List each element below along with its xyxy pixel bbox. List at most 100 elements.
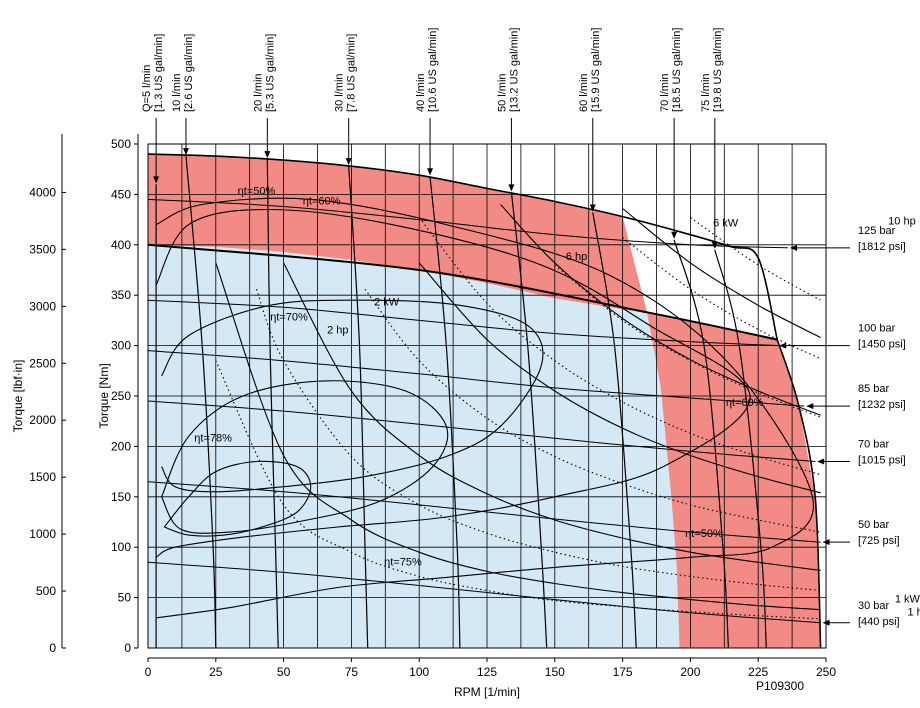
x-tick-label: 75	[345, 665, 359, 679]
x-tick-label: 50	[277, 665, 291, 679]
pressure-arrow-head	[790, 244, 798, 251]
pressure-label: 30 bar	[858, 600, 890, 612]
flow-label: Q=5 l/min	[141, 65, 153, 112]
x-axis-title: RPM [1/min]	[454, 685, 520, 699]
y-tick-label: 150	[111, 490, 131, 504]
pressure-arrow-head	[779, 342, 787, 349]
flow-line	[592, 212, 637, 649]
axes: 0 25 50 75 100 125 150 175 200 225 250050100150200…	[11, 134, 836, 699]
extension-region	[622, 216, 778, 340]
curve-label: ηt=50%	[685, 528, 723, 540]
flow-arrow-head	[264, 151, 271, 159]
flow-line	[714, 249, 767, 649]
y2-tick-label: 0	[49, 641, 56, 655]
flow-label: 70 l/min	[659, 73, 671, 112]
pressure-label-psi: [725 psi]	[858, 535, 900, 547]
curve-label: ηt=78%	[194, 432, 232, 444]
plot-frame	[147, 143, 827, 649]
pressure-label: 85 bar	[858, 383, 890, 395]
flow-label-us: [5.3 US gal/min]	[264, 34, 276, 112]
pressure-line	[147, 561, 821, 624]
power-curve	[215, 360, 821, 620]
x-tick-label: 200	[680, 665, 700, 679]
pressure-label-psi: [1450 psi]	[858, 339, 906, 351]
y2-tick-label: 2000	[29, 413, 56, 427]
power-curve	[418, 262, 821, 494]
flow-arrow-head	[589, 204, 596, 212]
flow-label: 40 l/min	[415, 73, 427, 112]
intermittent-boundary-top	[147, 153, 778, 340]
curve-label: 2 kW	[374, 296, 400, 308]
flow-label-us: [2.6 US gal/min]	[183, 34, 195, 112]
y-tick-label: 300	[111, 339, 131, 353]
y2-tick-label: 4000	[29, 185, 56, 199]
pressure-line	[147, 350, 805, 407]
y-tick-label: 200	[111, 439, 131, 453]
y2-axis-title: Torque [lbf·in]	[11, 360, 25, 433]
x-tick-label: 150	[545, 665, 565, 679]
power-curve	[215, 262, 821, 611]
flow-label-us: [15.9 US gal/min]	[590, 28, 602, 112]
curve-label: 1 hp	[907, 607, 920, 619]
power-curve	[554, 264, 821, 418]
flow-label: 60 l/min	[578, 73, 590, 112]
flow-line	[348, 166, 369, 649]
pressure-line	[147, 299, 778, 347]
pressure-line	[147, 481, 821, 543]
y-axis-title: Torque [Nm]	[97, 363, 111, 428]
power-curve	[364, 288, 821, 533]
flow-label: 10 l/min	[171, 73, 183, 112]
y-tick-label: 250	[111, 389, 131, 403]
pressure-line	[147, 400, 816, 462]
pressure-label-psi: [440 psi]	[858, 616, 900, 628]
efficiency-curve	[161, 380, 449, 534]
flow-label-us: [18.5 US gal/min]	[671, 28, 683, 112]
x-tick-label: 125	[477, 665, 497, 679]
y2-tick-label: 1500	[29, 470, 56, 484]
curve-label: ηt=75%	[384, 556, 422, 568]
intermittent-boundary-right	[776, 339, 822, 649]
curve-label: ηt=60%	[726, 397, 764, 409]
pressure-line	[147, 198, 789, 249]
curve-label: 2 hp	[327, 325, 348, 337]
flow-arrow-head	[671, 231, 678, 239]
curve-label: 6 hp	[566, 251, 587, 263]
power-curve	[622, 208, 821, 338]
flow-label: 20 l/min	[252, 73, 264, 112]
x-tick-label: 225	[748, 665, 768, 679]
flow-arrow-head	[182, 148, 189, 156]
y2-tick-label: 2500	[29, 356, 56, 370]
flow-label: 75 l/min	[700, 73, 712, 112]
pressure-label: 50 bar	[858, 519, 890, 531]
x-tick-label: 100	[409, 665, 429, 679]
curve-label: ηt=50%	[238, 185, 276, 197]
y-tick-label: 0	[124, 641, 131, 655]
y-tick-label: 450	[111, 187, 131, 201]
figure-code: P109300	[756, 679, 804, 693]
curve-label: ηt=70%	[270, 311, 308, 323]
efficiency-curve	[163, 460, 312, 537]
flow-label-us: [13.2 US gal/min]	[508, 28, 520, 112]
flow-arrow-head	[711, 241, 718, 249]
flow-arrow-head	[345, 158, 352, 166]
y-tick-label: 500	[111, 137, 131, 151]
efficiency-curve	[161, 299, 544, 493]
x-tick-label: 175	[613, 665, 633, 679]
y2-tick-label: 500	[36, 584, 56, 598]
y-tick-label: 400	[111, 238, 131, 252]
efficiency-curve	[155, 197, 815, 619]
flow-label-us: [1.3 US gal/min]	[153, 34, 165, 112]
y-tick-label: 50	[118, 591, 132, 605]
curve-label: 1 kW	[895, 594, 920, 606]
flow-arrow-head	[427, 168, 434, 176]
flow-label: 30 l/min	[334, 73, 346, 112]
power-curve	[283, 262, 821, 571]
x-tick-label: 0	[145, 665, 152, 679]
pressure-label-psi: [1015 psi]	[858, 455, 906, 467]
flow-label-us: [7.8 US gal/min]	[346, 34, 358, 112]
power-curve	[500, 204, 821, 416]
flow-label-us: [19.8 US gal/min]	[712, 28, 724, 112]
pressure-label-psi: [1232 psi]	[858, 399, 906, 411]
flow-line	[429, 176, 461, 649]
flow-line	[185, 156, 217, 649]
